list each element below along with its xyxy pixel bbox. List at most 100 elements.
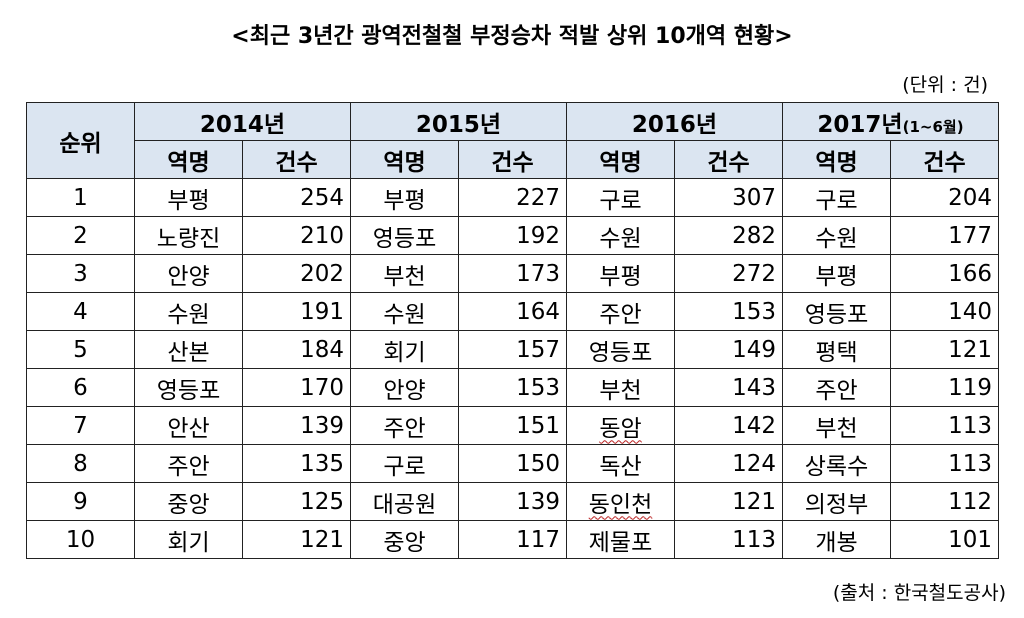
station-name-cell: 수원 (350, 292, 459, 331)
station-name-cell: 구로 (350, 444, 459, 483)
station-name: 부천 (815, 415, 858, 442)
station-name: 동암 (599, 415, 642, 442)
station-name-cell: 영등포 (566, 330, 675, 369)
count-cell: 192 (458, 216, 567, 255)
station-name: 중앙 (383, 529, 426, 556)
year-label: 2016년 (631, 111, 718, 138)
rank-cell: 1 (26, 178, 135, 217)
station-name: 제물포 (588, 529, 653, 556)
station-name-cell: 산본 (134, 330, 243, 369)
count-cell: 125 (242, 482, 351, 521)
count-cell: 121 (242, 520, 351, 559)
count-cell: 191 (242, 292, 351, 331)
station-name-cell: 대공원 (350, 482, 459, 521)
station-name: 노량진 (156, 225, 221, 252)
year-label: 2015년 (415, 111, 502, 138)
count-cell: 113 (674, 520, 783, 559)
station-name: 부평 (815, 263, 858, 290)
station-name: 산본 (167, 339, 210, 366)
count-cell: 150 (458, 444, 567, 483)
station-name-cell: 동인천 (566, 482, 675, 521)
count-header: 건수 (890, 140, 999, 179)
count-cell: 101 (890, 520, 999, 559)
count-cell: 307 (674, 178, 783, 217)
count-cell: 143 (674, 368, 783, 407)
rank-cell: 6 (26, 368, 135, 407)
station-name: 대공원 (372, 491, 437, 518)
count-header: 건수 (242, 140, 351, 179)
station-name: 부평 (599, 263, 642, 290)
table-row: 8 주안 135 구로 150 독산 124 상록수 113 (26, 444, 999, 483)
station-name-cell: 영등포 (782, 292, 891, 331)
station-name: 상록수 (804, 453, 869, 480)
header-row-columns: 역명 건수 역명 건수 역명 건수 역명 건수 (27, 140, 999, 179)
station-name-cell: 주안 (350, 406, 459, 445)
count-cell: 272 (674, 254, 783, 293)
station-header: 역명 (350, 140, 459, 179)
station-name-cell: 안양 (134, 254, 243, 293)
page-title: <최근 3년간 광역전철철 부정승차 적발 상위 10개역 현황> (231, 24, 793, 49)
count-cell: 117 (458, 520, 567, 559)
station-name-cell: 부천 (782, 406, 891, 445)
station-name-cell: 부평 (782, 254, 891, 293)
station-name-cell: 영등포 (350, 216, 459, 255)
count-header: 건수 (458, 140, 567, 179)
station-name-cell: 중앙 (350, 520, 459, 559)
station-name: 수원 (167, 301, 210, 328)
station-name: 부평 (167, 187, 210, 214)
station-name: 주안 (383, 415, 426, 442)
station-name: 영등포 (372, 225, 437, 252)
station-name-cell: 부평 (566, 254, 675, 293)
table-row: 3 안양 202 부천 173 부평 272 부평 166 (26, 254, 999, 293)
header-row-years: 순위 2014년 2015년 2016년 2017년(1~6월) (26, 102, 999, 179)
year-header-2017: 2017년(1~6월) (782, 102, 999, 141)
station-name-cell: 의정부 (782, 482, 891, 521)
station-name: 회기 (383, 339, 426, 366)
rank-cell: 5 (26, 330, 135, 369)
count-cell: 142 (674, 406, 783, 445)
count-cell: 151 (458, 406, 567, 445)
station-table: 순위 2014년 2015년 2016년 2017년(1~6월) 역명 건수 역… (26, 102, 999, 559)
station-name: 구로 (599, 187, 642, 214)
rank-cell: 10 (26, 520, 135, 559)
count-cell: 124 (674, 444, 783, 483)
station-name-cell: 부천 (566, 368, 675, 407)
station-name-cell: 독산 (566, 444, 675, 483)
count-cell: 204 (890, 178, 999, 217)
station-name-cell: 개봉 (782, 520, 891, 559)
station-name-cell: 영등포 (134, 368, 243, 407)
count-cell: 170 (242, 368, 351, 407)
count-cell: 113 (890, 406, 999, 445)
station-name-cell: 상록수 (782, 444, 891, 483)
station-name-cell: 부평 (350, 178, 459, 217)
station-name: 영등포 (588, 339, 653, 366)
station-name: 영등포 (804, 301, 869, 328)
station-name-cell: 구로 (566, 178, 675, 217)
station-name: 수원 (383, 301, 426, 328)
station-name: 동인천 (588, 491, 653, 518)
table-row: 6 영등포 170 안양 153 부천 143 주안 119 (26, 368, 999, 407)
station-name: 안양 (167, 263, 210, 290)
station-name-cell: 중앙 (134, 482, 243, 521)
station-name: 구로 (815, 187, 858, 214)
count-cell: 139 (458, 482, 567, 521)
station-name-cell: 회기 (134, 520, 243, 559)
station-name-cell: 수원 (566, 216, 675, 255)
station-name: 주안 (815, 377, 858, 404)
count-cell: 121 (674, 482, 783, 521)
count-header: 건수 (674, 140, 783, 179)
year-header-2016: 2016년 (566, 102, 783, 141)
station-name: 수원 (815, 225, 858, 252)
station-name: 부천 (599, 377, 642, 404)
station-name: 안산 (167, 415, 210, 442)
count-cell: 135 (242, 444, 351, 483)
station-name-cell: 평택 (782, 330, 891, 369)
table-row: 5 산본 184 회기 157 영등포 149 평택 121 (26, 330, 999, 369)
station-name-cell: 주안 (566, 292, 675, 331)
station-name-cell: 수원 (782, 216, 891, 255)
station-header: 역명 (134, 140, 243, 179)
table-row: 4 수원 191 수원 164 주안 153 영등포 140 (26, 292, 999, 331)
count-cell: 166 (890, 254, 999, 293)
count-cell: 210 (242, 216, 351, 255)
table-row: 1 부평 254 부평 227 구로 307 구로 204 (26, 178, 999, 217)
